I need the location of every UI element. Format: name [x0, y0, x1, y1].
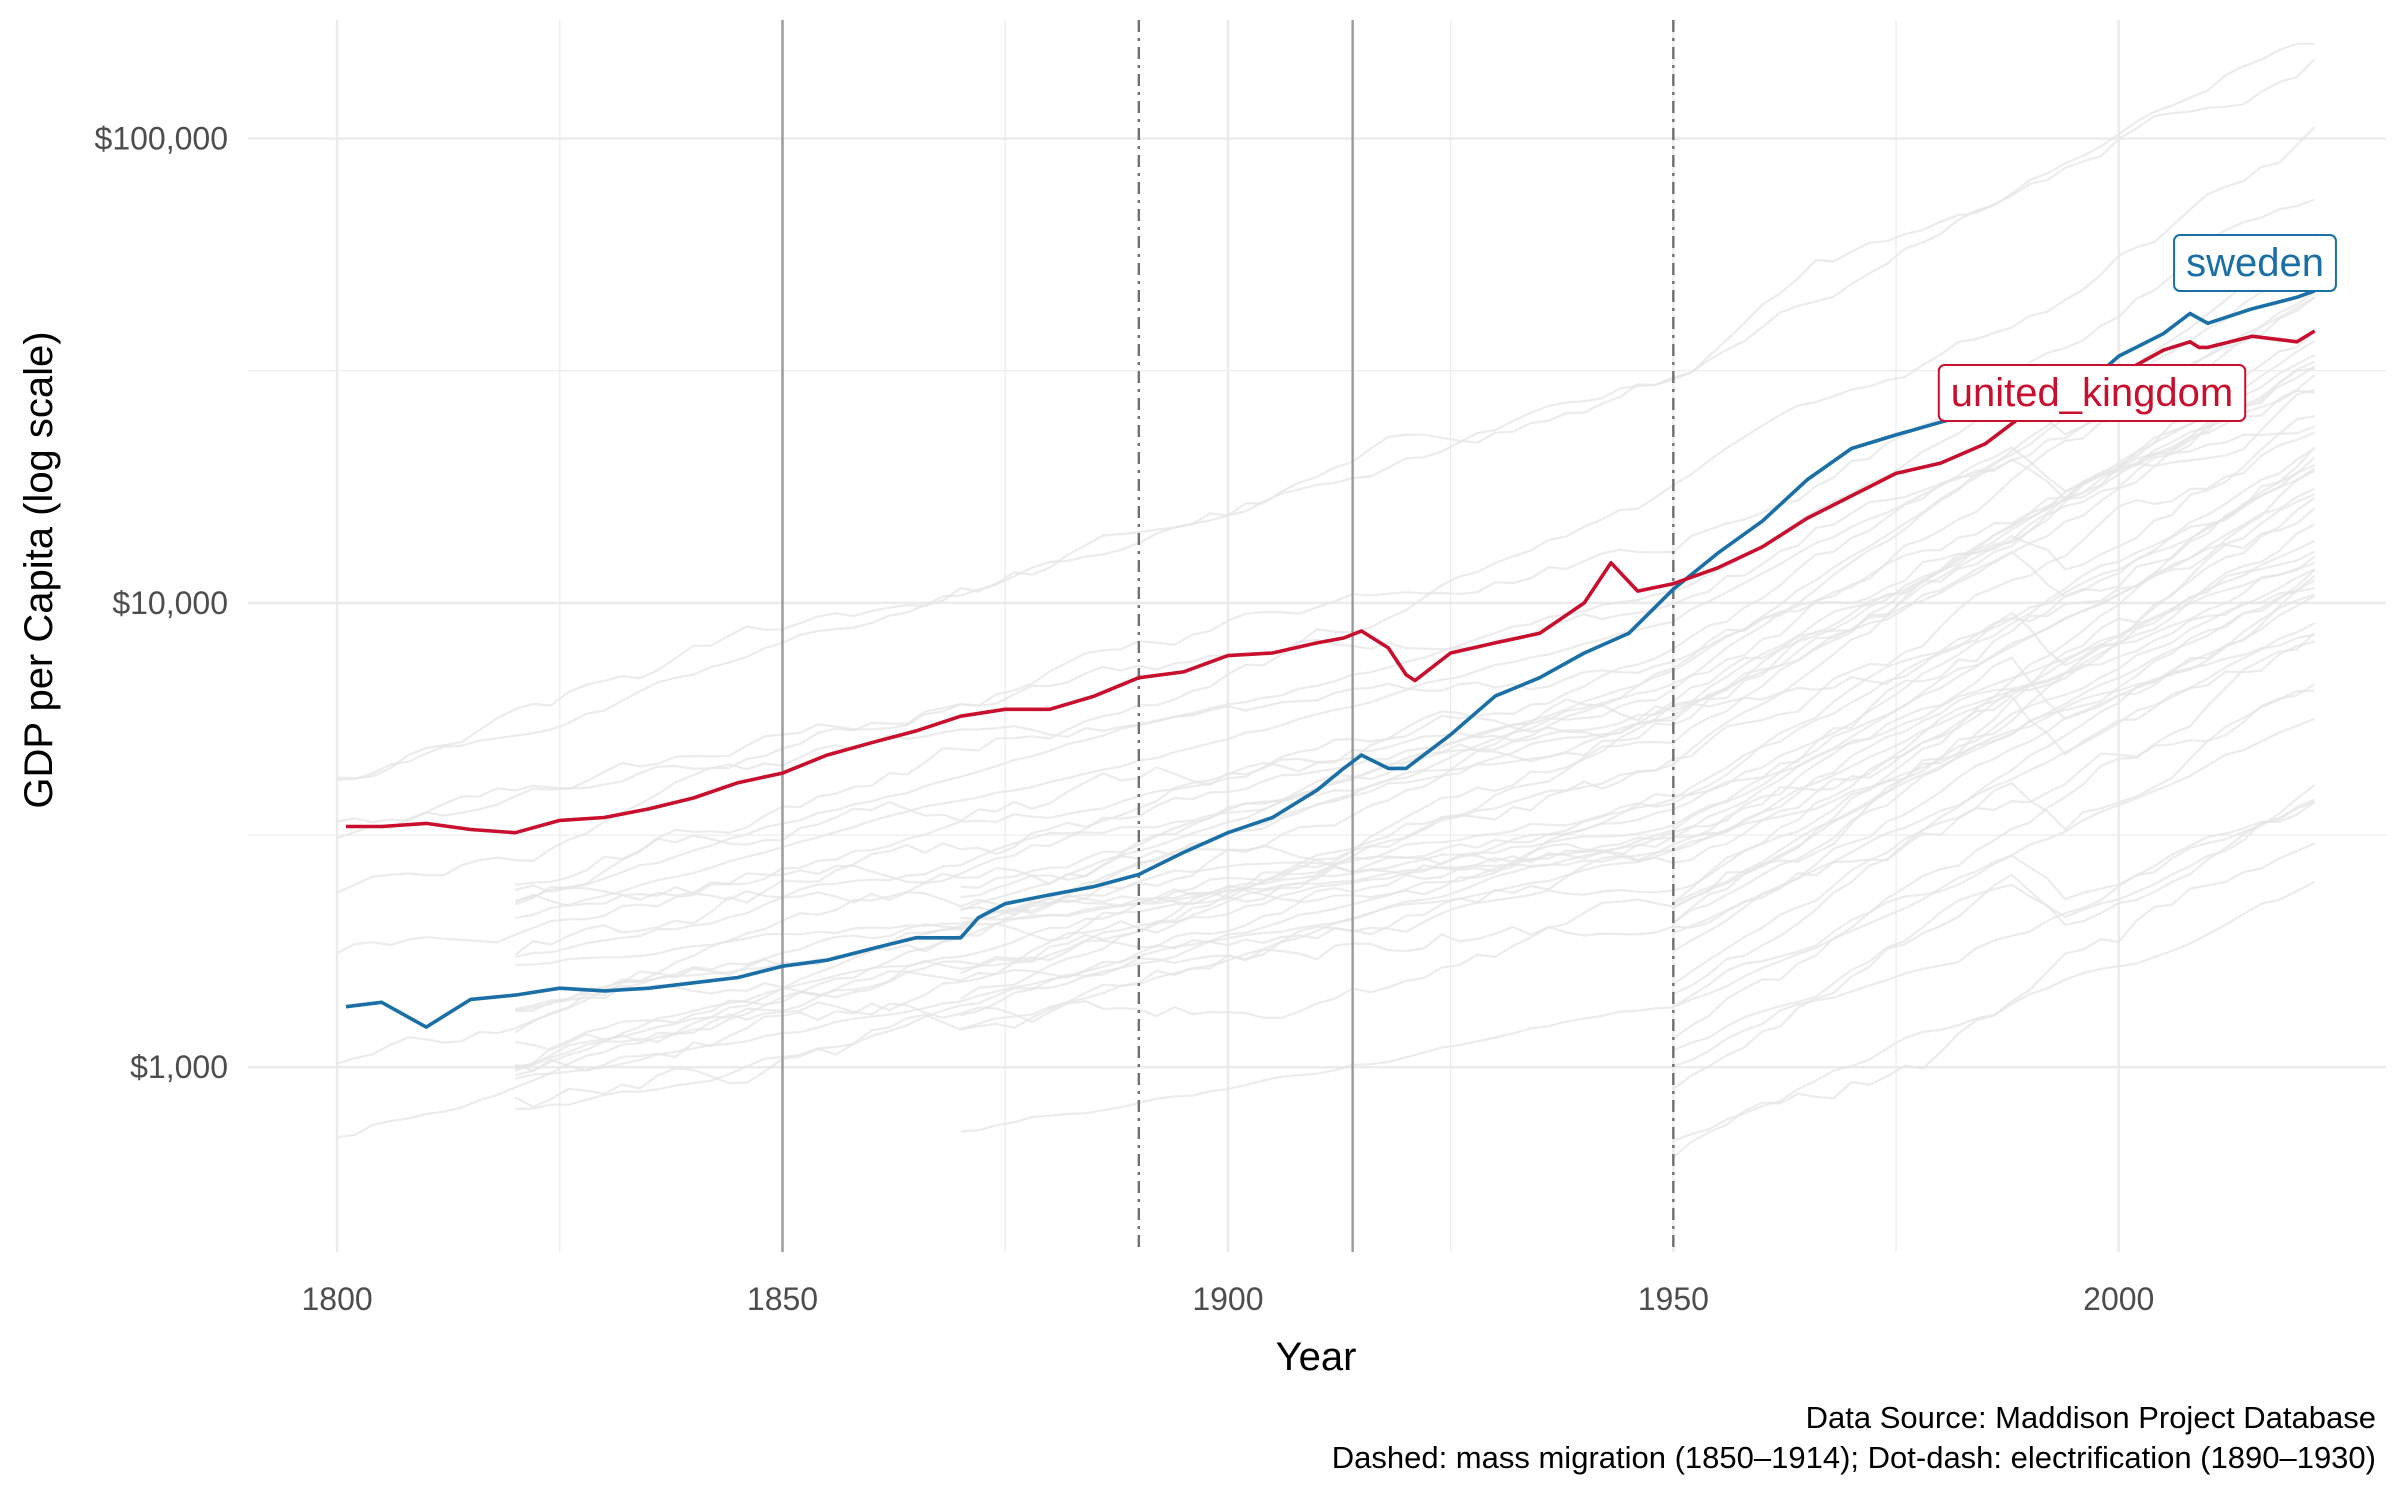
series-label-united-kingdom: united_kingdom: [1937, 364, 2247, 422]
background-country-line: [514, 389, 2315, 906]
background-country-line: [960, 467, 2316, 889]
background-country-line: [1672, 784, 2316, 1068]
background-country-line: [960, 415, 2315, 915]
background-country-line: [515, 257, 2316, 1077]
background-country-line: [960, 447, 2316, 975]
background-country-line: [1672, 595, 2316, 953]
background-country-line: [1672, 632, 2316, 1040]
background-country-line: [960, 329, 2316, 1001]
caption-data-source: Data Source: Maddison Project Database: [1806, 1400, 2376, 1435]
background-country-line: [515, 550, 2316, 1013]
background-country-line: [514, 469, 2316, 1034]
y-tick-label: $1,000: [130, 1049, 228, 1085]
series-label-box: [1937, 364, 2247, 422]
background-country-line: [960, 388, 2315, 899]
x-tick-label: 1800: [301, 1281, 372, 1317]
series-label-box: [2173, 234, 2337, 292]
y-axis-ticks: $1,000 $10,000 $100,000: [95, 121, 228, 1086]
background-country-line: [515, 539, 2316, 1080]
background-country-line: [1672, 798, 2316, 1051]
series-label-text: united_kingdom: [1951, 371, 2233, 415]
background-country-line: [514, 587, 2315, 915]
background-country-line: [1672, 622, 2316, 935]
background-country-line: [960, 464, 2316, 921]
series-label-sweden: sweden: [2173, 234, 2337, 292]
background-country-line: [515, 493, 2316, 1111]
background-country-line: [960, 487, 2316, 1030]
y-tick-label: $100,000: [95, 121, 228, 157]
background-country-line: [1672, 456, 2316, 904]
y-tick-label: $10,000: [112, 585, 228, 621]
background-country-line: [1672, 801, 2316, 1008]
x-tick-label: 1850: [747, 1281, 818, 1317]
grid-lines: [248, 20, 2386, 1252]
background-country-line: [514, 507, 2316, 1109]
background-country-line: [336, 360, 2316, 1139]
background-country-line: [337, 42, 2315, 781]
background-country-line: [1672, 568, 2316, 905]
background-country-line: [515, 633, 2315, 967]
background-country-line: [960, 523, 2316, 1017]
background-country-line: [515, 689, 2315, 1052]
background-country-line: [1672, 496, 2316, 925]
background-country-line: [1672, 800, 2316, 1090]
background-country-line: [514, 367, 2315, 1070]
background-country-line: [1672, 593, 2316, 986]
background-country-line: [515, 640, 2315, 901]
x-tick-label: 1900: [1192, 1281, 1263, 1317]
background-country-line: [336, 374, 2316, 840]
background-country-line: [514, 340, 2316, 1073]
series-label-text: sweden: [2186, 241, 2324, 285]
background-country-line: [1672, 569, 2316, 924]
background-country-lines: [336, 42, 2316, 1159]
y-axis-title: GDP per Capita (log scale): [17, 331, 61, 808]
background-country-line: [514, 431, 2316, 1073]
background-country-line: [515, 126, 2316, 886]
x-tick-label: 2000: [2083, 1281, 2154, 1317]
background-country-line: [1672, 683, 2316, 995]
series-labels: sweden united_kingdom: [1937, 234, 2337, 422]
background-country-line: [515, 291, 2316, 1011]
x-tick-label: 1950: [1638, 1281, 1709, 1317]
x-axis-title: Year: [1276, 1335, 1357, 1379]
background-country-line: [960, 717, 2316, 1133]
x-axis-ticks: 1800 1850 1900 1950 2000: [301, 1281, 2154, 1317]
background-country-line: [1672, 880, 2316, 1142]
background-country-line: [336, 425, 2316, 824]
background-country-line: [514, 446, 2316, 956]
caption-notes: Dashed: mass migration (1850–1914); Dot-…: [1332, 1440, 2376, 1475]
